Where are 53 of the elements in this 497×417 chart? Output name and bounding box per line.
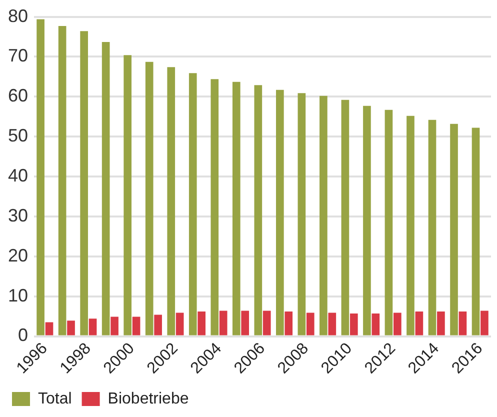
y-tick-label: 20 <box>8 245 28 266</box>
y-tick-label: 40 <box>8 165 28 186</box>
y-tick-label: 60 <box>8 86 28 106</box>
bar <box>254 85 262 336</box>
y-tick-label: 50 <box>8 126 28 146</box>
bar <box>110 316 118 336</box>
bar <box>67 320 75 336</box>
y-tick-label: 10 <box>8 285 28 306</box>
bar <box>102 42 110 336</box>
y-tick-label: 30 <box>8 205 28 226</box>
bar <box>406 116 414 336</box>
bar <box>284 311 293 336</box>
bar <box>188 73 197 336</box>
bar <box>88 318 97 336</box>
bar <box>363 106 371 336</box>
bar <box>219 310 228 336</box>
bar <box>320 96 328 336</box>
bar <box>36 19 44 336</box>
bar <box>480 310 488 336</box>
bar <box>210 79 219 336</box>
bar <box>341 100 350 336</box>
bar <box>306 312 314 336</box>
y-tick-label: 80 <box>8 6 28 26</box>
bar <box>458 311 467 336</box>
bar <box>80 31 88 336</box>
bar <box>124 55 132 336</box>
bar <box>241 310 250 336</box>
bar <box>45 322 54 336</box>
bar <box>232 82 240 336</box>
bar <box>298 93 306 336</box>
bar <box>472 128 480 336</box>
bar <box>372 313 380 336</box>
bar <box>167 67 176 336</box>
bar <box>428 120 436 336</box>
bar <box>198 311 206 336</box>
bar <box>350 313 358 336</box>
bar <box>437 311 445 336</box>
y-tick-label: 70 <box>8 46 28 66</box>
bar <box>58 26 66 336</box>
bar <box>154 314 162 336</box>
legend-label: Total <box>38 390 72 408</box>
bar <box>384 110 393 336</box>
y-tick-label: 0 <box>18 325 28 346</box>
bar <box>145 62 154 336</box>
bar <box>450 124 458 336</box>
bar <box>176 312 184 336</box>
bar <box>132 316 140 336</box>
bar <box>415 311 424 336</box>
bar <box>262 310 271 336</box>
bar <box>328 312 336 336</box>
bar <box>276 90 284 336</box>
bar <box>394 312 402 336</box>
legend-label: Biobetriebe <box>108 390 189 408</box>
